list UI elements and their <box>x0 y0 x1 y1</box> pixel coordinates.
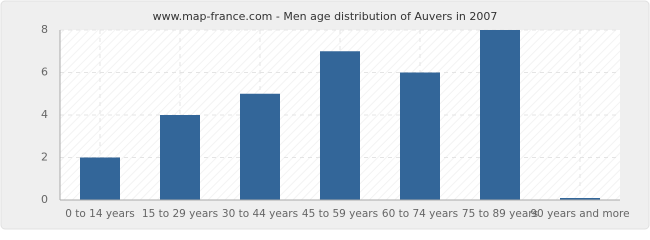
y-tick-label: 2 <box>41 151 48 164</box>
chart: www.map-france.com - Men age distributio… <box>0 0 650 230</box>
x-tick-label: 60 to 74 years <box>382 208 458 220</box>
chart-title: www.map-france.com - Men age distributio… <box>153 10 498 23</box>
bar <box>480 30 520 200</box>
x-tick-label: 90 years and more <box>530 208 629 220</box>
bar <box>400 72 440 200</box>
bar <box>80 157 120 200</box>
x-tick-label: 75 to 89 years <box>462 208 538 220</box>
bar <box>160 115 200 200</box>
y-tick-label: 6 <box>41 66 48 79</box>
bar <box>560 198 600 200</box>
y-tick-label: 0 <box>41 193 48 206</box>
y-tick-label: 8 <box>41 23 48 36</box>
x-tick-label: 0 to 14 years <box>65 208 135 220</box>
x-tick-label: 15 to 29 years <box>142 208 218 220</box>
bar <box>320 51 360 200</box>
y-tick-label: 4 <box>41 108 48 121</box>
x-tick-label: 30 to 44 years <box>222 208 298 220</box>
bar <box>240 93 280 200</box>
x-tick-label: 45 to 59 years <box>302 208 378 220</box>
